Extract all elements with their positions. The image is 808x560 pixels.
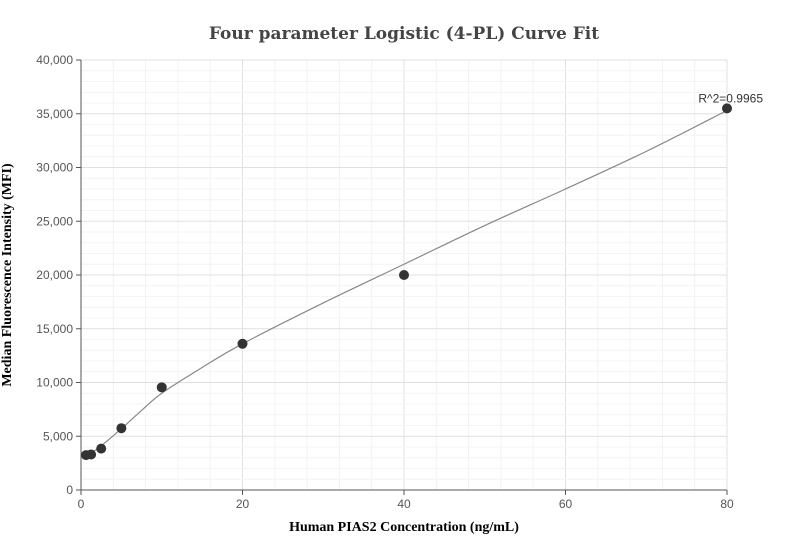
data-point [237,338,248,349]
tick-labels: 0 20 40 60 80 0 5,000 10,000 15,000 20,000 25,000 3… [36,53,734,511]
x-tick-label: 20 [236,497,250,511]
y-tick-label: 30,000 [36,161,73,175]
data-point [722,103,732,114]
y-tick-label: 40,000 [36,53,73,67]
data-point [156,382,167,393]
y-tick-label: 25,000 [36,214,73,228]
y-tick-label: 0 [66,483,73,497]
y-tick-label: 20,000 [36,268,73,282]
y-tick-label: 35,000 [36,107,73,121]
y-tick-label: 10,000 [36,376,73,390]
y-axis-title: Median Fluorescence Intensity (MFI) [0,163,15,387]
x-tick-label: 80 [720,497,734,511]
data-points [81,103,732,461]
y-tick-label: 5,000 [43,429,73,443]
data-point [96,443,107,454]
grid-lines [80,59,728,491]
data-point [86,449,97,460]
x-tick-label: 60 [559,497,573,511]
r-squared-annotation: R^2=0.9965 [698,91,763,105]
data-point [399,270,409,280]
chart-title: Four parameter Logistic (4-PL) Curve Fit [209,24,599,44]
x-axis-title: Human PIAS2 Concentration (ng/mL) [289,520,519,535]
x-tick-label: 0 [78,497,85,511]
axes [76,59,728,495]
x-tick-label: 40 [397,497,411,511]
data-point [116,423,127,434]
y-tick-label: 15,000 [36,322,73,336]
